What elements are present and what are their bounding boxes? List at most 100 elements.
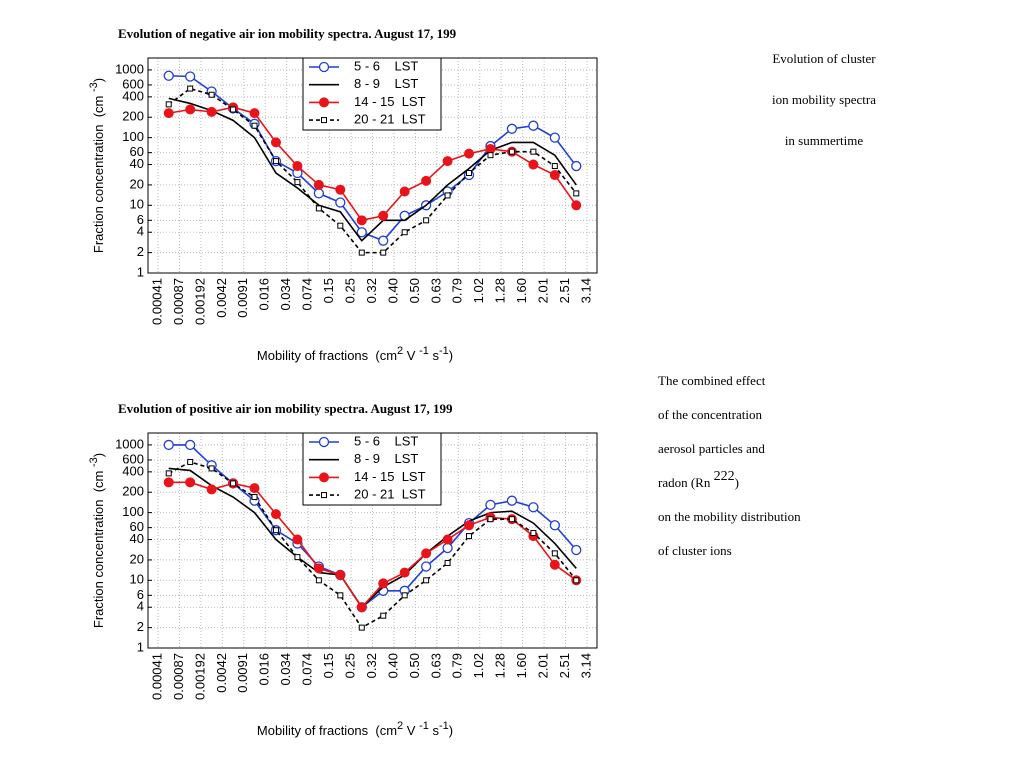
x-tick-label: 0.034 <box>278 653 293 686</box>
data-point <box>337 222 344 229</box>
y-tick-label: 1000 <box>115 436 144 451</box>
data-point <box>549 559 560 570</box>
x-tick-label: 1.60 <box>514 653 529 678</box>
data-point <box>421 175 432 186</box>
y-tick-label: 40 <box>130 531 144 546</box>
y-tick-label: 10 <box>130 572 144 587</box>
data-point <box>487 516 494 523</box>
x-tick-label: 0.00041 <box>149 653 164 700</box>
text-part: Mobility of fractions (cm <box>257 723 397 738</box>
x-tick-label: 0.50 <box>407 653 422 678</box>
data-point <box>251 122 258 129</box>
x-tick-label: 0.00087 <box>171 653 186 700</box>
data-point <box>506 123 518 134</box>
x-tick-label: 0.63 <box>428 278 443 303</box>
data-point <box>187 458 194 465</box>
data-point <box>444 560 451 567</box>
legend-label: 14 - 15 LST <box>354 469 426 484</box>
x-tick-label: 0.25 <box>342 278 357 303</box>
series-line <box>168 467 577 609</box>
y-tick-label: 2 <box>137 244 144 259</box>
x-tick-label: 0.40 <box>385 653 400 678</box>
legend-marker <box>319 472 329 483</box>
x-tick-label: 0.32 <box>364 278 379 303</box>
x-axis-label: Mobility of fractions (cm2 V -1 s-1) <box>257 345 453 364</box>
data-point <box>571 200 582 211</box>
data-point <box>185 71 196 82</box>
data-point <box>485 499 496 511</box>
y-tick-label: 1000 <box>115 61 144 76</box>
data-point <box>163 70 174 81</box>
superscript: 2 <box>397 345 403 357</box>
y-tick-label: 600 <box>122 76 144 91</box>
data-point <box>571 544 582 556</box>
data-point <box>163 439 174 451</box>
legend-box <box>302 432 442 506</box>
legend-marker <box>318 61 330 73</box>
series-line <box>168 461 577 629</box>
text-part: ) <box>735 475 739 490</box>
data-point <box>270 137 281 148</box>
legend-marker <box>319 97 329 108</box>
data-point <box>401 592 408 599</box>
y-tick-label: 1 <box>137 264 144 279</box>
x-tick-label: 0.034 <box>278 278 293 311</box>
x-tick-label: 0.0042 <box>214 653 229 693</box>
data-point <box>442 156 453 167</box>
chart-title: Evolution of positive air ion mobility s… <box>118 401 453 416</box>
text-part: ) <box>91 78 106 82</box>
data-point <box>251 494 258 501</box>
x-tick-label: 0.0091 <box>235 278 250 318</box>
data-point <box>420 561 432 572</box>
data-point <box>335 184 346 195</box>
legend-label: 20 - 21 LST <box>354 112 426 127</box>
x-tick-label: 0.00041 <box>149 278 164 325</box>
data-point <box>292 534 303 545</box>
data-point <box>551 163 558 170</box>
legend-box <box>302 57 442 131</box>
slide-title: Evolution of cluster <box>772 51 876 66</box>
data-point <box>230 480 237 487</box>
note-line: on the mobility distribution <box>658 509 801 524</box>
note-line: The combined effect <box>658 373 766 388</box>
legend-label: 8 - 9 LST <box>354 451 418 466</box>
data-point <box>358 249 365 256</box>
legend-label: 5 - 6 LST <box>354 58 418 73</box>
data-point <box>487 152 494 159</box>
data-point <box>571 160 582 172</box>
data-point <box>165 470 172 477</box>
x-tick-label: 0.25 <box>342 653 357 678</box>
slide-title: in summertime <box>785 133 864 148</box>
text-part: of cluster ions <box>658 543 732 558</box>
data-point <box>187 85 194 92</box>
data-point <box>530 148 537 155</box>
data-point <box>358 624 365 631</box>
data-point <box>551 550 558 557</box>
x-tick-label: 2.51 <box>557 278 572 303</box>
x-tick-label: 1.02 <box>471 653 486 678</box>
data-point <box>442 542 453 554</box>
data-point <box>356 227 367 238</box>
y-tick-label: 100 <box>122 504 144 519</box>
data-point <box>466 533 473 540</box>
text-part: Fraction concentration (cm <box>91 92 106 253</box>
data-point <box>423 577 430 584</box>
y-tick-label: 4 <box>137 224 144 239</box>
data-point <box>294 554 301 561</box>
text-part: Mobility of fractions (cm <box>257 348 397 363</box>
data-point <box>356 602 367 613</box>
x-tick-label: 0.016 <box>257 653 272 686</box>
x-tick-label: 2.51 <box>557 653 572 678</box>
data-point <box>530 529 537 536</box>
chart-title: Evolution of negative air ion mobility s… <box>118 26 457 41</box>
text-part: ) <box>91 453 106 457</box>
note-line: aerosol particles and <box>658 441 765 456</box>
data-point <box>378 235 389 246</box>
y-tick-label: 6 <box>137 587 144 602</box>
data-point <box>272 158 279 165</box>
x-tick-label: 0.0091 <box>235 653 250 693</box>
y-tick-label: 100 <box>122 129 144 144</box>
series-line <box>168 87 577 254</box>
x-tick-label: 0.00192 <box>192 278 207 325</box>
text-part: radon (Rn <box>658 475 714 490</box>
